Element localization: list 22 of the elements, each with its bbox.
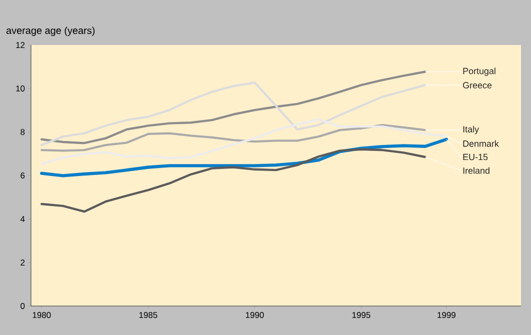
line-series xyxy=(40,148,426,213)
y-tick-label: 4 xyxy=(20,216,25,222)
x-tick-label: 1995 xyxy=(352,312,370,318)
y-axis-title: average age (years) xyxy=(6,26,95,36)
text: Greece xyxy=(463,82,492,88)
x-tick-label: 1985 xyxy=(139,312,158,318)
series-label: Denmark xyxy=(463,140,499,147)
line-series xyxy=(40,124,426,152)
y-tick-label: 6 xyxy=(20,172,25,178)
y-tick-label: 2 xyxy=(20,260,25,266)
x-tick-label: 1980 xyxy=(32,312,51,318)
text: Ireland xyxy=(463,167,490,174)
x-tick-label: 1990 xyxy=(246,312,264,318)
y-tick-label: 12 xyxy=(16,42,25,48)
text: Portugal xyxy=(463,68,496,76)
y-tick-label: 10 xyxy=(16,86,25,92)
text: EU-15 xyxy=(463,154,488,160)
line-series xyxy=(40,70,426,144)
y-tick-label: 8 xyxy=(20,129,25,135)
text: Italy xyxy=(463,126,479,134)
y-tick-label: 0 xyxy=(20,303,25,309)
x-tick-label: 1999 xyxy=(438,312,456,318)
